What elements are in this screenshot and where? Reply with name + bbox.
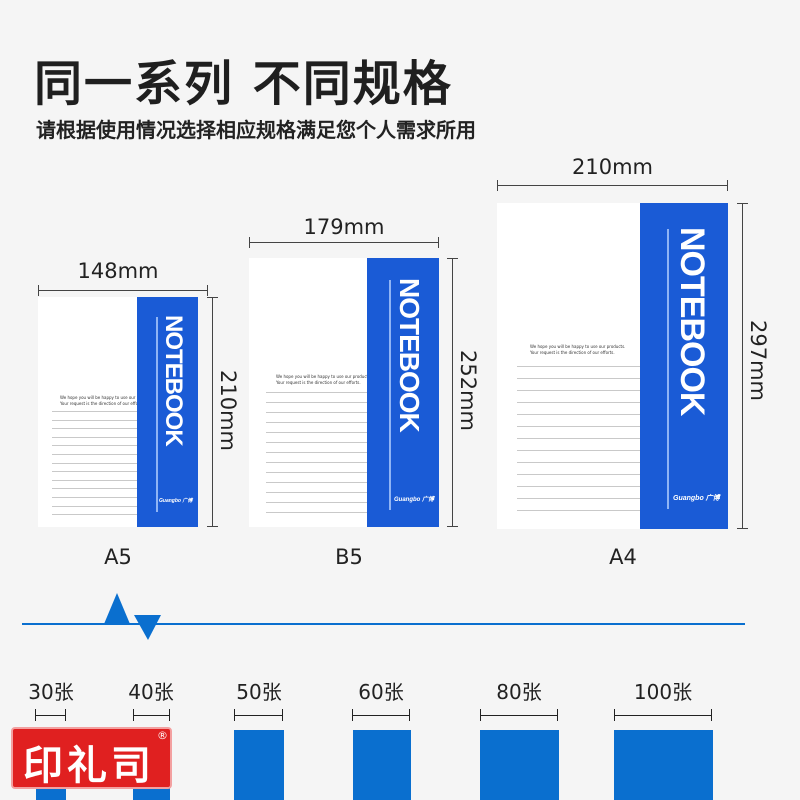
a4-width-dimension-line [497,180,728,191]
notebook-message: Your request is the direction of our eff… [530,350,615,355]
divider-line [22,623,745,625]
page-count-label: 60张 [358,680,404,704]
notebook-message: Your request is the direction of our eff… [60,401,145,406]
thickness-bar [480,730,559,800]
thickness-bracket [614,709,712,721]
page-count-label: 80张 [496,680,542,704]
notebook-cover-text: NOTEBOOK [673,227,711,416]
thickness-bracket [480,709,558,721]
page-subtitle: 请根据使用情况选择相应规格满足您个人需求所用 [36,118,476,142]
a5-notebook-image: We hope you will be happy to use our pro… [38,297,198,527]
a5-width-dimension-line [38,285,208,296]
thickness-bracket [133,709,170,721]
triangle-arrows-icon [104,593,161,640]
b5-width-dimension-line [249,237,439,248]
a5-height-dimension-line [207,297,218,527]
notebook-brand: Guangbo 广博 [394,497,434,503]
notebook-message: Your request is the direction of our eff… [276,380,361,385]
page-count-label: 30张 [28,680,74,704]
page-count-label: 100张 [633,680,693,704]
a4-width-label: 210mm [572,155,653,179]
notebook-brand: Guangbo 广博 [673,495,720,502]
b5-width-label: 179mm [303,215,385,239]
notebook-message: We hope you will be happy to use our pro… [530,344,626,349]
thickness-bar [353,730,411,800]
notebook-cover: NOTEBOOK Guangbo 广博 [137,297,198,527]
page-title: 同一系列 不同规格 [34,56,453,112]
b5-height-label: 252mm [456,350,480,431]
thickness-bracket [35,709,66,721]
a4-height-label: 297mm [746,320,770,401]
thickness-bar [234,730,284,800]
a4-height-dimension-line [737,203,748,529]
page-count-label: 50张 [236,680,282,704]
size-label-a5: A5 [104,545,132,569]
notebook-cover-text: NOTEBOOK [394,278,425,432]
size-label-a4: A4 [609,545,637,569]
thickness-bar [614,730,713,800]
thickness-bracket [234,709,283,721]
b5-height-dimension-line [447,258,458,527]
notebook-cover: NOTEBOOK Guangbo 广博 [367,258,439,527]
size-label-b5: B5 [335,545,363,569]
notebook-brand: Guangbo 广博 [159,498,193,504]
brand-logo: 印礼司 ® [11,727,172,789]
notebook-cover: NOTEBOOK Guangbo 广博 [640,203,728,529]
a4-notebook-image: We hope you will be happy to use our pro… [497,203,728,529]
b5-notebook-image: We hope you will be happy to use our pro… [249,258,439,527]
logo-text: 印礼司 [23,742,155,789]
thickness-bracket [352,709,410,721]
registered-mark: ® [157,729,168,742]
notebook-message: We hope you will be happy to use our pro… [60,395,156,400]
a5-width-label: 148mm [77,259,159,283]
a5-height-label: 210mm [216,370,240,451]
page-count-label: 40张 [128,680,174,704]
notebook-message: We hope you will be happy to use our pro… [276,374,372,379]
notebook-cover-text: NOTEBOOK [160,315,187,446]
